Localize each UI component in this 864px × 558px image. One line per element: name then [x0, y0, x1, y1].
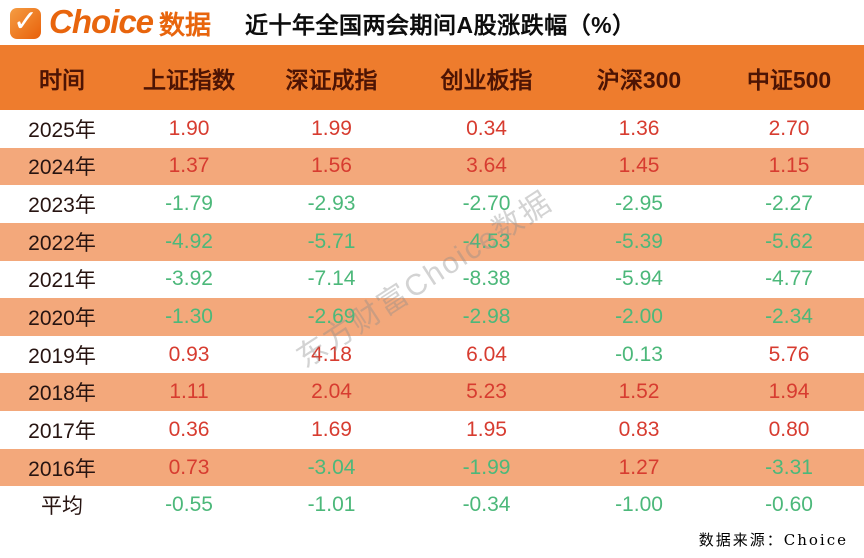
table-row: 2024年 1.37 1.56 3.64 1.45 1.15 [0, 147, 864, 186]
row-label: 2020年 [28, 306, 96, 330]
row-label: 2017年 [28, 419, 96, 443]
value-cell: 1.90 [168, 116, 210, 140]
value-cell: -2.98 [462, 304, 511, 328]
row-label: 2019年 [28, 344, 96, 368]
row-label: 2018年 [28, 382, 96, 406]
value-cell: 1.56 [311, 154, 352, 178]
value-cell: 0.36 [168, 417, 210, 441]
data-source: 数据来源：Choice [698, 531, 848, 549]
logo-suffix-text: 数据 [159, 10, 212, 40]
value-cell: 0.34 [466, 116, 507, 140]
column-header-3: 创业板指 [440, 66, 533, 93]
row-label: 平均 [41, 495, 83, 519]
value-cell: 1.45 [618, 154, 660, 178]
value-cell: 1.37 [168, 154, 210, 178]
table-body: 2025年 1.90 1.99 0.34 1.36 2.70 2024年 1.37 1.56 3.… [0, 110, 864, 524]
logo-brand-text: Choice [49, 2, 154, 40]
value-cell: -2.93 [307, 192, 356, 216]
value-cell: -5.94 [615, 267, 663, 291]
value-cell: -5.62 [765, 229, 813, 253]
value-cell: 1.11 [169, 380, 209, 404]
value-cell: -2.34 [765, 304, 813, 328]
value-cell: -0.34 [462, 493, 511, 517]
table-row: 平均 -0.55 -1.01 -0.34 -1.00 -0.60 [0, 486, 864, 524]
value-cell: 2.04 [311, 380, 352, 404]
value-cell: 1.15 [768, 154, 810, 178]
column-header-1: 上证指数 [143, 66, 235, 93]
value-cell: 2.70 [768, 116, 810, 140]
value-cell: -1.79 [165, 192, 213, 216]
check-icon: ✓ [10, 7, 41, 39]
value-cell: -5.71 [307, 229, 356, 253]
row-label: 2016年 [28, 457, 96, 481]
value-cell: -1.99 [462, 455, 511, 479]
table-row: 2023年 -1.79 -2.93 -2.70 -2.95 -2.27 [0, 185, 864, 223]
value-cell: -2.00 [615, 304, 663, 328]
value-cell: 1.36 [618, 116, 660, 140]
table-row: 2017年 0.36 1.69 1.95 0.83 0.80 [0, 411, 864, 449]
column-header-2: 深证成指 [285, 66, 378, 93]
value-cell: 1.27 [618, 455, 660, 479]
row-label: 2022年 [28, 231, 96, 255]
value-cell: 6.04 [466, 342, 507, 366]
page-title: 近十年全国两会期间A股涨跌幅（%） [245, 11, 636, 38]
value-cell: -7.14 [307, 267, 356, 291]
table-row: 2022年 -4.92 -5.71 -4.53 -5.39 -5.62 [0, 222, 864, 261]
value-cell: 0.83 [618, 417, 660, 441]
value-cell: -5.39 [615, 229, 663, 253]
value-cell: 1.52 [618, 380, 660, 404]
table-header-row: 时间 上证指数 深证成指 创业板指 沪深300 中证500 [0, 45, 864, 110]
row-label: 2025年 [28, 118, 96, 142]
value-cell: 1.94 [768, 380, 810, 404]
value-cell: 5.76 [768, 342, 810, 366]
value-cell: -4.77 [765, 267, 813, 291]
value-cell: -0.13 [615, 342, 663, 366]
value-cell: 1.99 [311, 116, 352, 140]
row-label: 2024年 [28, 156, 96, 180]
value-cell: -2.27 [765, 192, 813, 216]
value-cell: 4.18 [311, 342, 352, 366]
value-cell: 5.23 [466, 380, 507, 404]
table-row: 2020年 -1.30 -2.69 -2.98 -2.00 -2.34 [0, 298, 864, 336]
value-cell: -3.04 [307, 455, 356, 479]
value-cell: 1.69 [311, 417, 352, 441]
column-header-0: 时间 [39, 66, 85, 93]
value-cell: -8.38 [462, 267, 511, 291]
value-cell: 1.95 [466, 417, 507, 441]
value-cell: -1.01 [307, 493, 356, 517]
column-header-5: 中证500 [746, 66, 832, 93]
value-cell: -2.70 [462, 192, 511, 216]
data-table: 时间 上证指数 深证成指 创业板指 沪深300 中证500 2025年 1.90 1.99 0.… [0, 45, 864, 524]
table-row: 2016年 0.73 -3.04 -1.99 1.27 -3.31 [0, 448, 864, 487]
value-cell: 3.64 [466, 154, 507, 178]
top-bar: ✓ Choice 数据 近十年全国两会期间A股涨跌幅（%） [0, 0, 864, 45]
value-cell: -2.95 [615, 192, 663, 216]
value-cell: -1.30 [165, 304, 213, 328]
value-cell: -4.53 [462, 229, 511, 253]
table-row: 2019年 0.93 4.18 6.04 -0.13 5.76 [0, 335, 864, 374]
value-cell: -3.31 [765, 455, 813, 479]
row-label: 2023年 [28, 194, 96, 218]
value-cell: -3.92 [165, 267, 213, 291]
value-cell: -0.60 [765, 493, 813, 517]
value-cell: 0.73 [168, 455, 210, 479]
value-cell: 0.80 [768, 417, 810, 441]
table-row: 2021年 -3.92 -7.14 -8.38 -5.94 -4.77 [0, 260, 864, 299]
value-cell: -0.55 [165, 493, 213, 517]
value-cell: -4.92 [165, 229, 213, 253]
table-row: 2018年 1.11 2.04 5.23 1.52 1.94 [0, 373, 864, 412]
choice-logo: ✓ Choice 数据 [10, 3, 211, 42]
column-header-4: 沪深300 [596, 66, 682, 93]
row-label: 2021年 [28, 269, 96, 293]
value-cell: -1.00 [615, 493, 663, 517]
table-row: 2025年 1.90 1.99 0.34 1.36 2.70 [0, 110, 864, 148]
value-cell: 0.93 [168, 342, 210, 366]
value-cell: -2.69 [307, 304, 356, 328]
